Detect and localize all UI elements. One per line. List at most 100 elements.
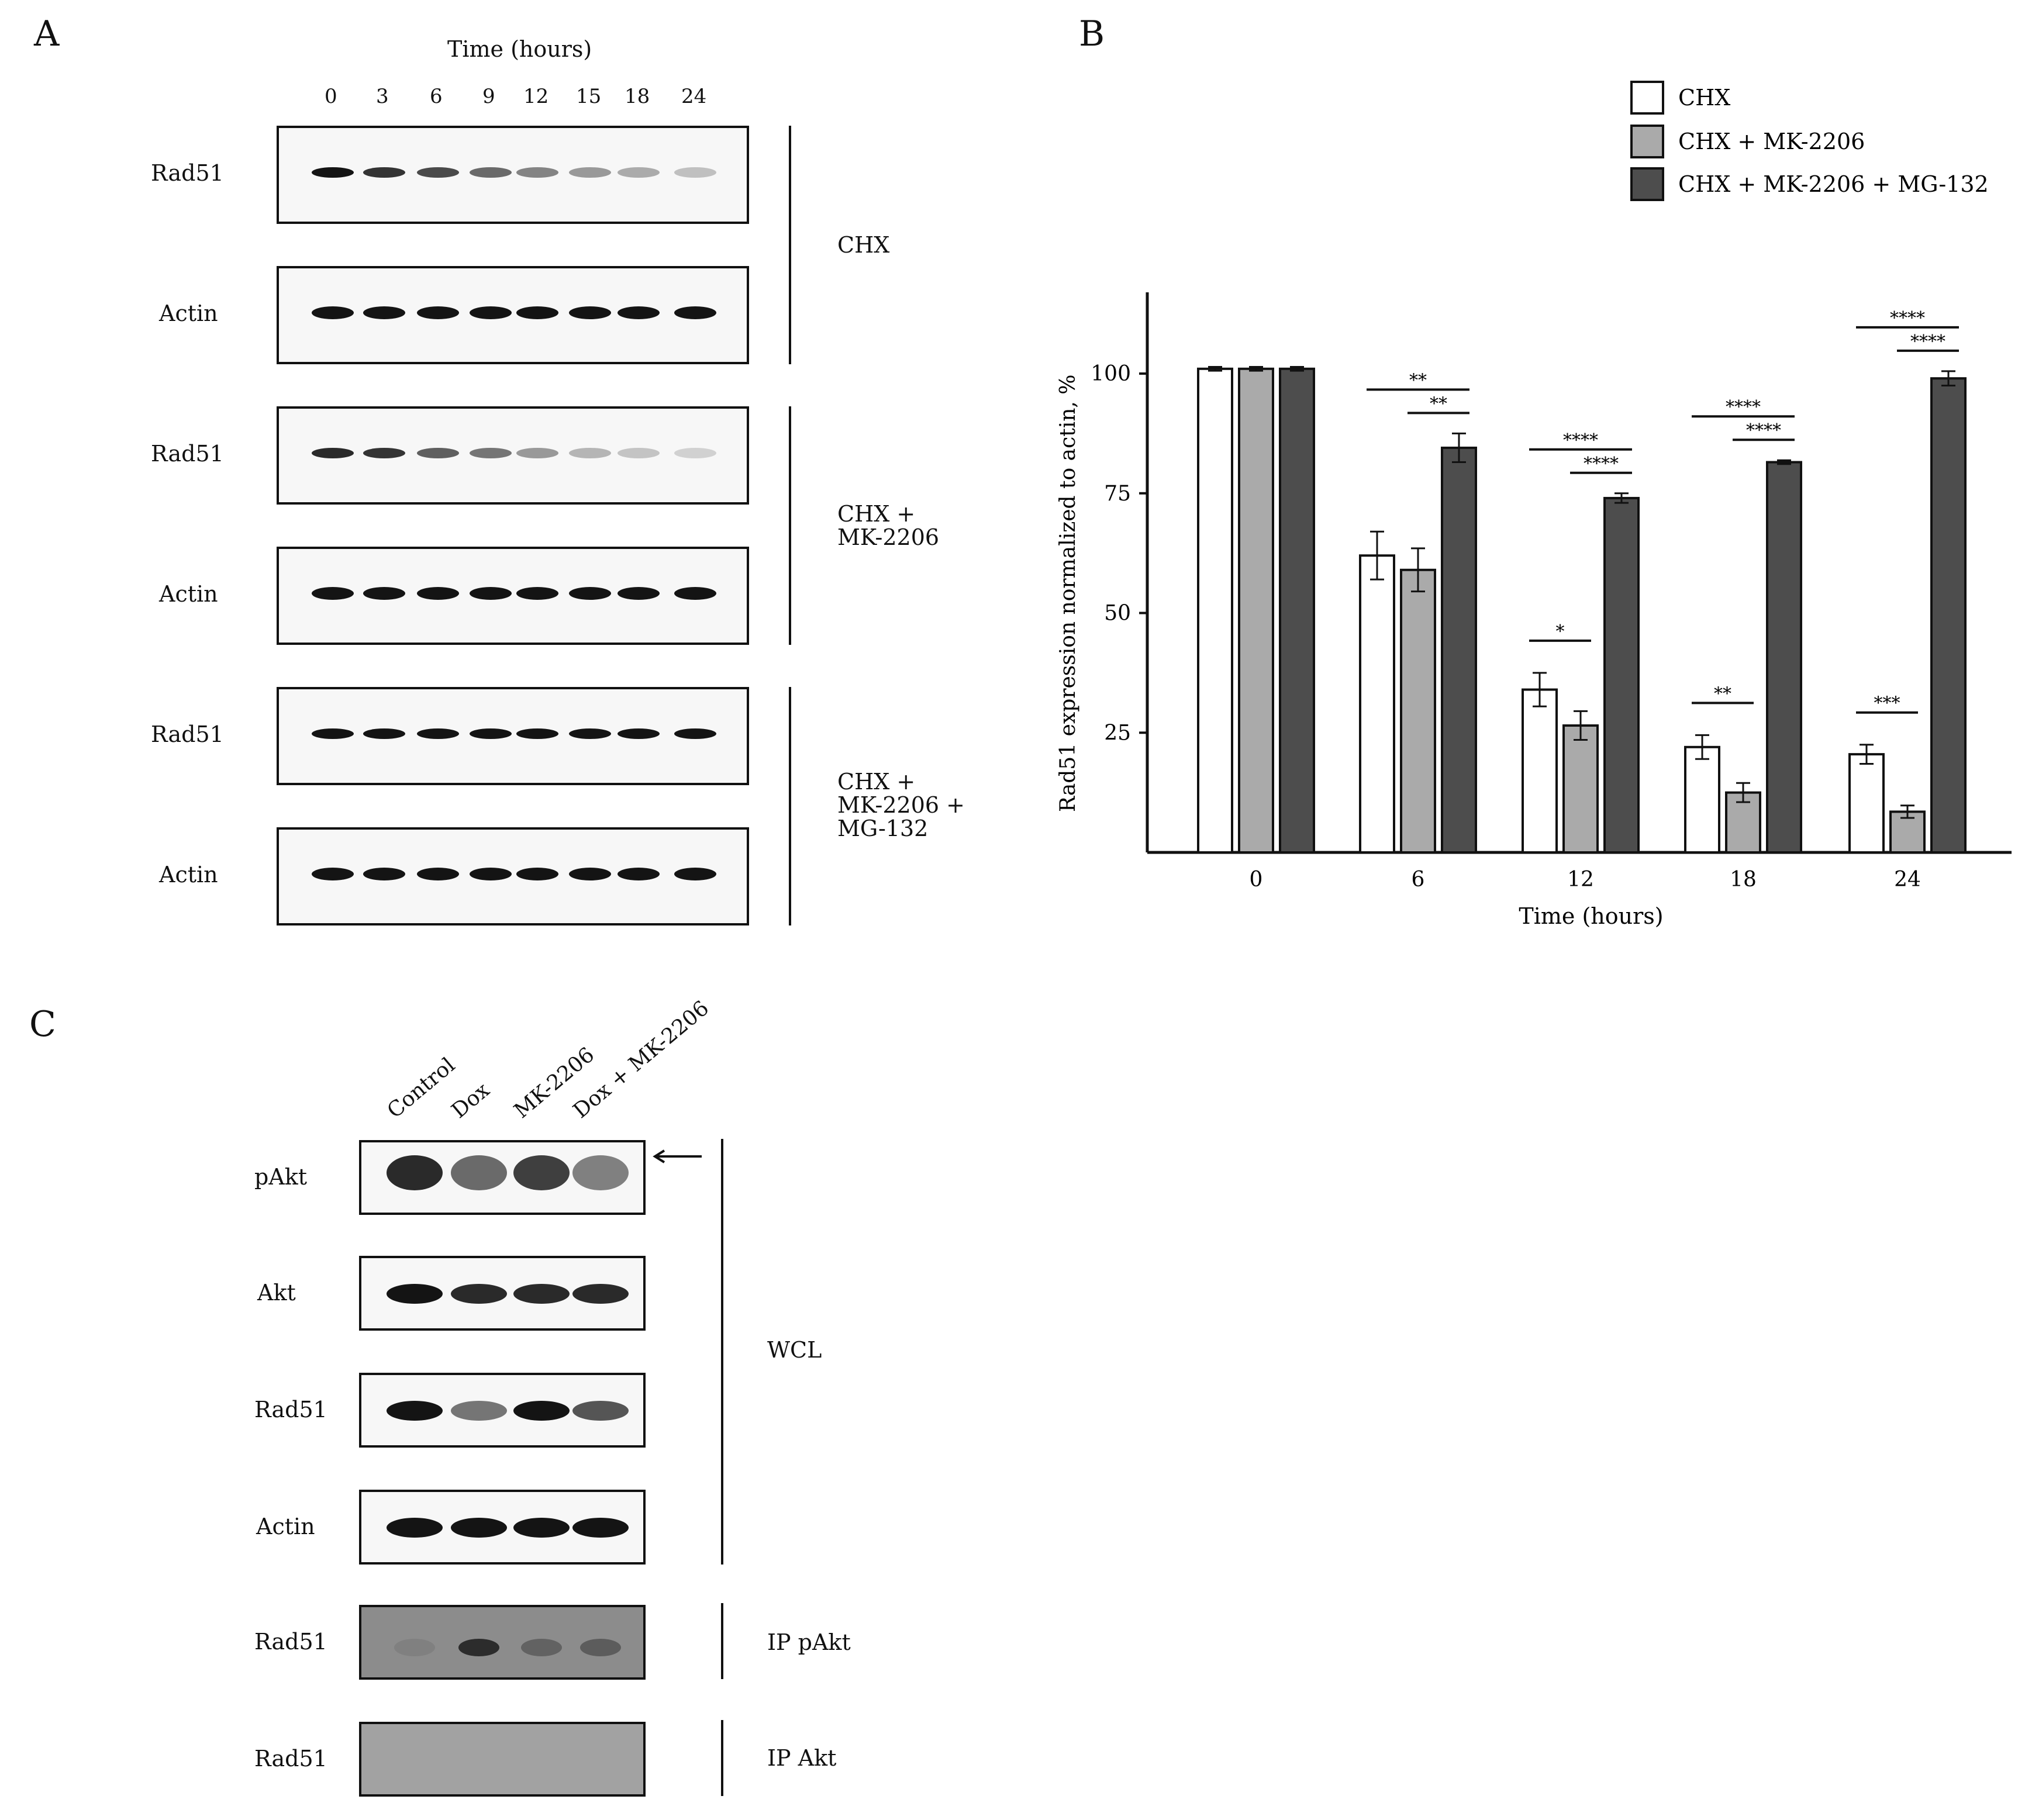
treatment-label: MG-132: [837, 816, 929, 841]
blot-band: [387, 1518, 443, 1538]
blot-row-label: Actin: [256, 1514, 315, 1539]
blot: [359, 1605, 646, 1680]
blot-row-label: Actin: [159, 301, 218, 326]
lane-label: Control: [382, 1053, 460, 1123]
blot-band: [417, 448, 459, 458]
blot-band: [674, 306, 716, 319]
time-point-label: 9: [482, 85, 495, 108]
blot-band: [470, 868, 512, 880]
blot: [359, 1490, 646, 1565]
bar: [1441, 446, 1477, 854]
time-point-label: 18: [625, 85, 650, 108]
blot-band: [458, 1639, 499, 1656]
time-point-label: 0: [325, 85, 337, 108]
treatment-label: MK-2206 +: [837, 792, 965, 818]
x-tick-label: 24: [1894, 868, 1921, 892]
ip-akt-bracket-line: [721, 1720, 723, 1796]
bar: [1930, 377, 1967, 854]
blot-band: [569, 868, 611, 880]
blot-band: [312, 306, 354, 319]
bar: [1889, 810, 1926, 854]
blot-band: [363, 306, 405, 319]
panel-a-letter: A: [34, 13, 60, 54]
bar: [1400, 568, 1436, 854]
significance-label: **: [1430, 393, 1447, 414]
blot-band: [363, 587, 405, 600]
bar: [1522, 688, 1558, 854]
bar: [1238, 367, 1274, 854]
treatment-bracket-line: [789, 406, 791, 645]
blot-band: [572, 1155, 629, 1190]
blot-band: [387, 1401, 443, 1421]
blot-row-label: Rad51: [151, 441, 224, 467]
y-tick-label: 100: [1091, 362, 1131, 386]
blot-band: [387, 1155, 443, 1190]
blot-band: [569, 306, 611, 319]
blot-row-label: Rad51: [254, 1629, 327, 1655]
blot-band: [417, 167, 459, 178]
blot-band: [417, 587, 459, 600]
blot-band: [674, 868, 716, 880]
legend-label: CHX + MK-2206 + MG-132: [1678, 171, 1989, 197]
blot-band: [417, 306, 459, 319]
blot-band: [674, 448, 716, 458]
treatment-label: CHX: [837, 232, 890, 258]
pakt-arrow-icon: [653, 1149, 702, 1163]
ip-akt-label: IP Akt: [767, 1745, 837, 1771]
blot-band: [451, 1518, 507, 1538]
bar: [1279, 367, 1315, 854]
treatment-label: CHX +: [837, 769, 916, 795]
time-point-label: 15: [576, 85, 602, 108]
bar: [1848, 753, 1885, 854]
actin-blot: [277, 827, 749, 925]
blot-row-label: Actin: [159, 581, 218, 607]
blot-band: [513, 1401, 570, 1421]
blot-row-label: pAkt: [254, 1164, 308, 1190]
rad51-blot: [277, 687, 749, 785]
blot: [359, 1256, 646, 1331]
actin-blot: [277, 547, 749, 645]
bar: [1684, 745, 1720, 854]
blot-band: [417, 868, 459, 880]
x-tick-label: 18: [1730, 868, 1757, 892]
blot-band: [674, 587, 716, 600]
panel-a-time-title: Time (hours): [447, 36, 592, 62]
blot-band: [617, 587, 660, 600]
x-axis-label: Time (hours): [1519, 903, 1663, 929]
blot-band: [516, 868, 558, 880]
blot-band: [312, 868, 354, 880]
y-axis-label: Rad51 expression normalized to actin, %: [1056, 375, 1080, 813]
blot-band: [516, 167, 558, 178]
blot-band: [580, 1639, 621, 1656]
significance-label: ****: [1584, 454, 1619, 474]
time-point-label: 24: [681, 85, 707, 108]
blot-band: [470, 306, 512, 319]
blot-band: [312, 587, 354, 600]
significance-label: ****: [1563, 430, 1598, 451]
blot-band: [513, 1518, 570, 1538]
y-tick-label: 50: [1104, 602, 1131, 626]
rad51-bar-chart: 25 50 75 100 Rad51 expression normalized to …: [1056, 81, 2012, 929]
blot-band: [569, 167, 611, 178]
blot-band: [312, 728, 354, 739]
blot-row-label: Rad51: [151, 721, 224, 747]
blot-band: [470, 448, 512, 458]
legend-swatch: [1630, 125, 1664, 158]
blot-band: [363, 868, 405, 880]
blot-band: [674, 728, 716, 739]
blot-band: [521, 1639, 562, 1656]
treatment-bracket-line: [789, 126, 791, 364]
treatment-label: CHX +: [837, 501, 916, 527]
panel-c-letter: C: [29, 1004, 56, 1045]
blot-band: [312, 448, 354, 458]
blot-band: [470, 167, 512, 178]
blot-band: [387, 1284, 443, 1304]
legend-swatch: [1630, 167, 1664, 201]
blot-band: [516, 306, 558, 319]
time-point-label: 6: [430, 85, 443, 108]
x-tick-label: 0: [1250, 868, 1263, 892]
significance-label: *: [1556, 621, 1565, 642]
blot: [359, 1722, 646, 1797]
blot-band: [470, 728, 512, 739]
y-tick-label: 25: [1104, 721, 1131, 745]
